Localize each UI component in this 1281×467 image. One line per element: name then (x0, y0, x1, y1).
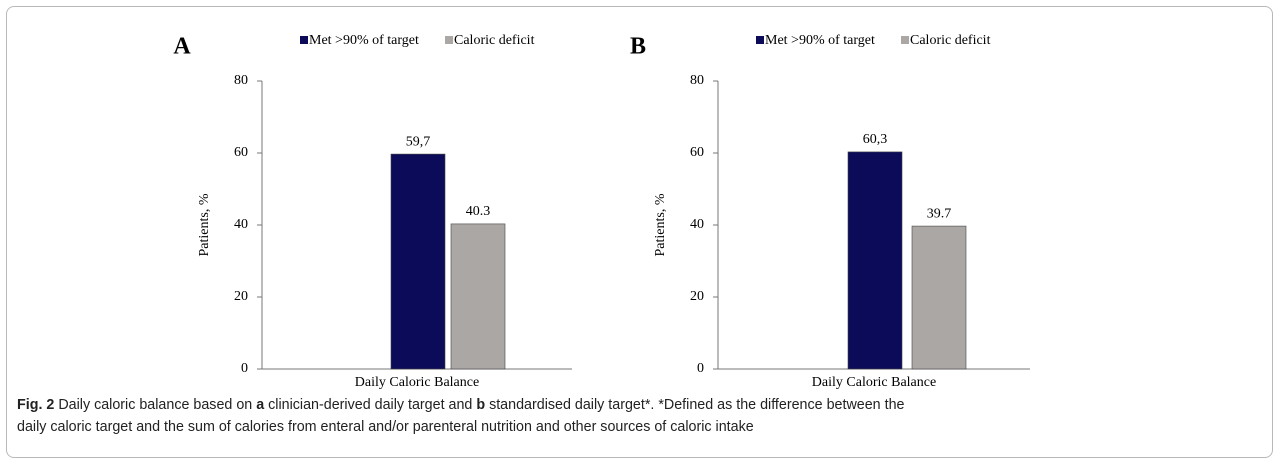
caption-panel-ref: b (476, 397, 486, 413)
y-tick-label: 20 (234, 289, 248, 304)
bar (911, 225, 967, 370)
legend-label: Met >90% of target (765, 33, 875, 48)
caption-line: daily caloric target and the sum of calo… (17, 416, 1267, 438)
legend-label: Met >90% of target (309, 33, 419, 48)
panel-label: B (630, 34, 646, 60)
bar (390, 153, 446, 370)
legend-swatch (756, 36, 764, 44)
data-label: 39.7 (927, 206, 952, 221)
y-tick-label: 40 (690, 217, 704, 232)
bar (847, 151, 903, 370)
legend-label: Caloric deficit (910, 33, 991, 48)
y-axis-label: Patients, % (653, 193, 668, 256)
legend-swatch (445, 36, 453, 44)
y-tick-label: 40 (234, 217, 248, 232)
x-tick-label: Daily Caloric Balance (812, 375, 936, 390)
y-tick-label: 80 (234, 73, 248, 88)
caption-text: Daily caloric balance based on (54, 397, 257, 413)
caption-text: clinician-derived daily target and (264, 397, 477, 413)
data-label: 59,7 (406, 134, 431, 149)
caption-label: Fig. 2 (17, 397, 55, 413)
legend-swatch (901, 36, 909, 44)
data-label: 60,3 (863, 132, 888, 147)
caption-text: standardised daily target*. *Defined as … (485, 397, 905, 413)
y-tick-label: 0 (697, 361, 704, 376)
bar (450, 223, 506, 370)
y-tick-label: 60 (690, 145, 704, 160)
caption-text: daily caloric target and the sum of calo… (17, 419, 754, 435)
y-tick-label: 0 (241, 361, 248, 376)
panel-label: A (173, 34, 191, 60)
y-tick-label: 20 (690, 289, 704, 304)
x-tick-label: Daily Caloric Balance (355, 375, 479, 390)
y-axis-label: Patients, % (197, 193, 212, 256)
y-tick-label: 80 (690, 73, 704, 88)
caption: Fig. 2 Daily caloric balance based on a … (17, 394, 1267, 438)
caption-line: Fig. 2 Daily caloric balance based on a … (17, 394, 1267, 416)
data-label: 40.3 (466, 204, 491, 219)
caption-panel-ref: a (256, 397, 265, 413)
legend-swatch (300, 36, 308, 44)
legend-label: Caloric deficit (454, 33, 535, 48)
y-tick-label: 60 (234, 145, 248, 160)
figure-frame (6, 6, 1273, 458)
